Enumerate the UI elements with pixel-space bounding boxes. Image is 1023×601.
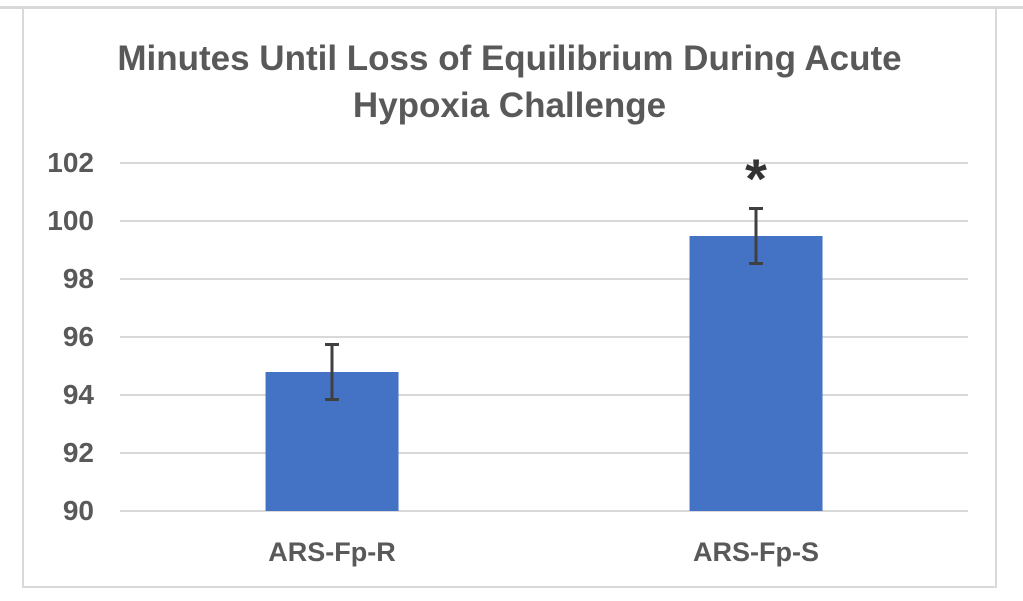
category-label-ars-fp-r: ARS-Fp-R	[268, 537, 396, 567]
gridline	[120, 220, 968, 222]
gridline	[120, 394, 968, 396]
category-label-ars-fp-s: ARS-Fp-S	[693, 537, 819, 567]
error-bar-cap-bottom	[325, 397, 339, 401]
chart-title: Minutes Until Loss of Equilibrium During…	[24, 35, 995, 129]
bar-ars-fp-s	[689, 235, 823, 511]
y-tick-label: 90	[62, 495, 94, 526]
y-tick-label: 100	[47, 205, 94, 236]
error-bar-line	[330, 342, 334, 401]
gridline	[120, 510, 968, 512]
chart-title-line2: Hypoxia Challenge	[352, 86, 667, 125]
plot-area: *	[120, 150, 968, 512]
error-bar-ars-fp-r	[325, 342, 339, 401]
error-bar-ars-fp-s	[749, 206, 763, 265]
error-bar-cap-top	[749, 206, 763, 210]
y-tick-label: 92	[62, 437, 94, 468]
y-tick-label: 98	[62, 263, 94, 294]
error-bar-cap-bottom	[749, 261, 763, 265]
chart-frame: Minutes Until Loss of Equilibrium During…	[22, 7, 997, 588]
gridline	[120, 452, 968, 454]
error-bar-cap-top	[325, 342, 339, 346]
significance-asterisk: *	[745, 146, 767, 210]
chart-title-line1: Minutes Until Loss of Equilibrium During…	[117, 39, 902, 78]
y-tick-label: 102	[47, 147, 94, 178]
y-tick-label: 96	[62, 321, 94, 352]
error-bar-line	[754, 206, 758, 265]
y-axis-tick-labels: 90 92 94 96 98 100 102	[24, 149, 94, 525]
gridline	[120, 162, 968, 164]
gridline	[120, 278, 968, 280]
y-tick-label: 94	[62, 379, 94, 410]
x-axis-category-labels: ARS-Fp-R ARS-Fp-S	[120, 537, 968, 577]
gridline	[120, 336, 968, 338]
